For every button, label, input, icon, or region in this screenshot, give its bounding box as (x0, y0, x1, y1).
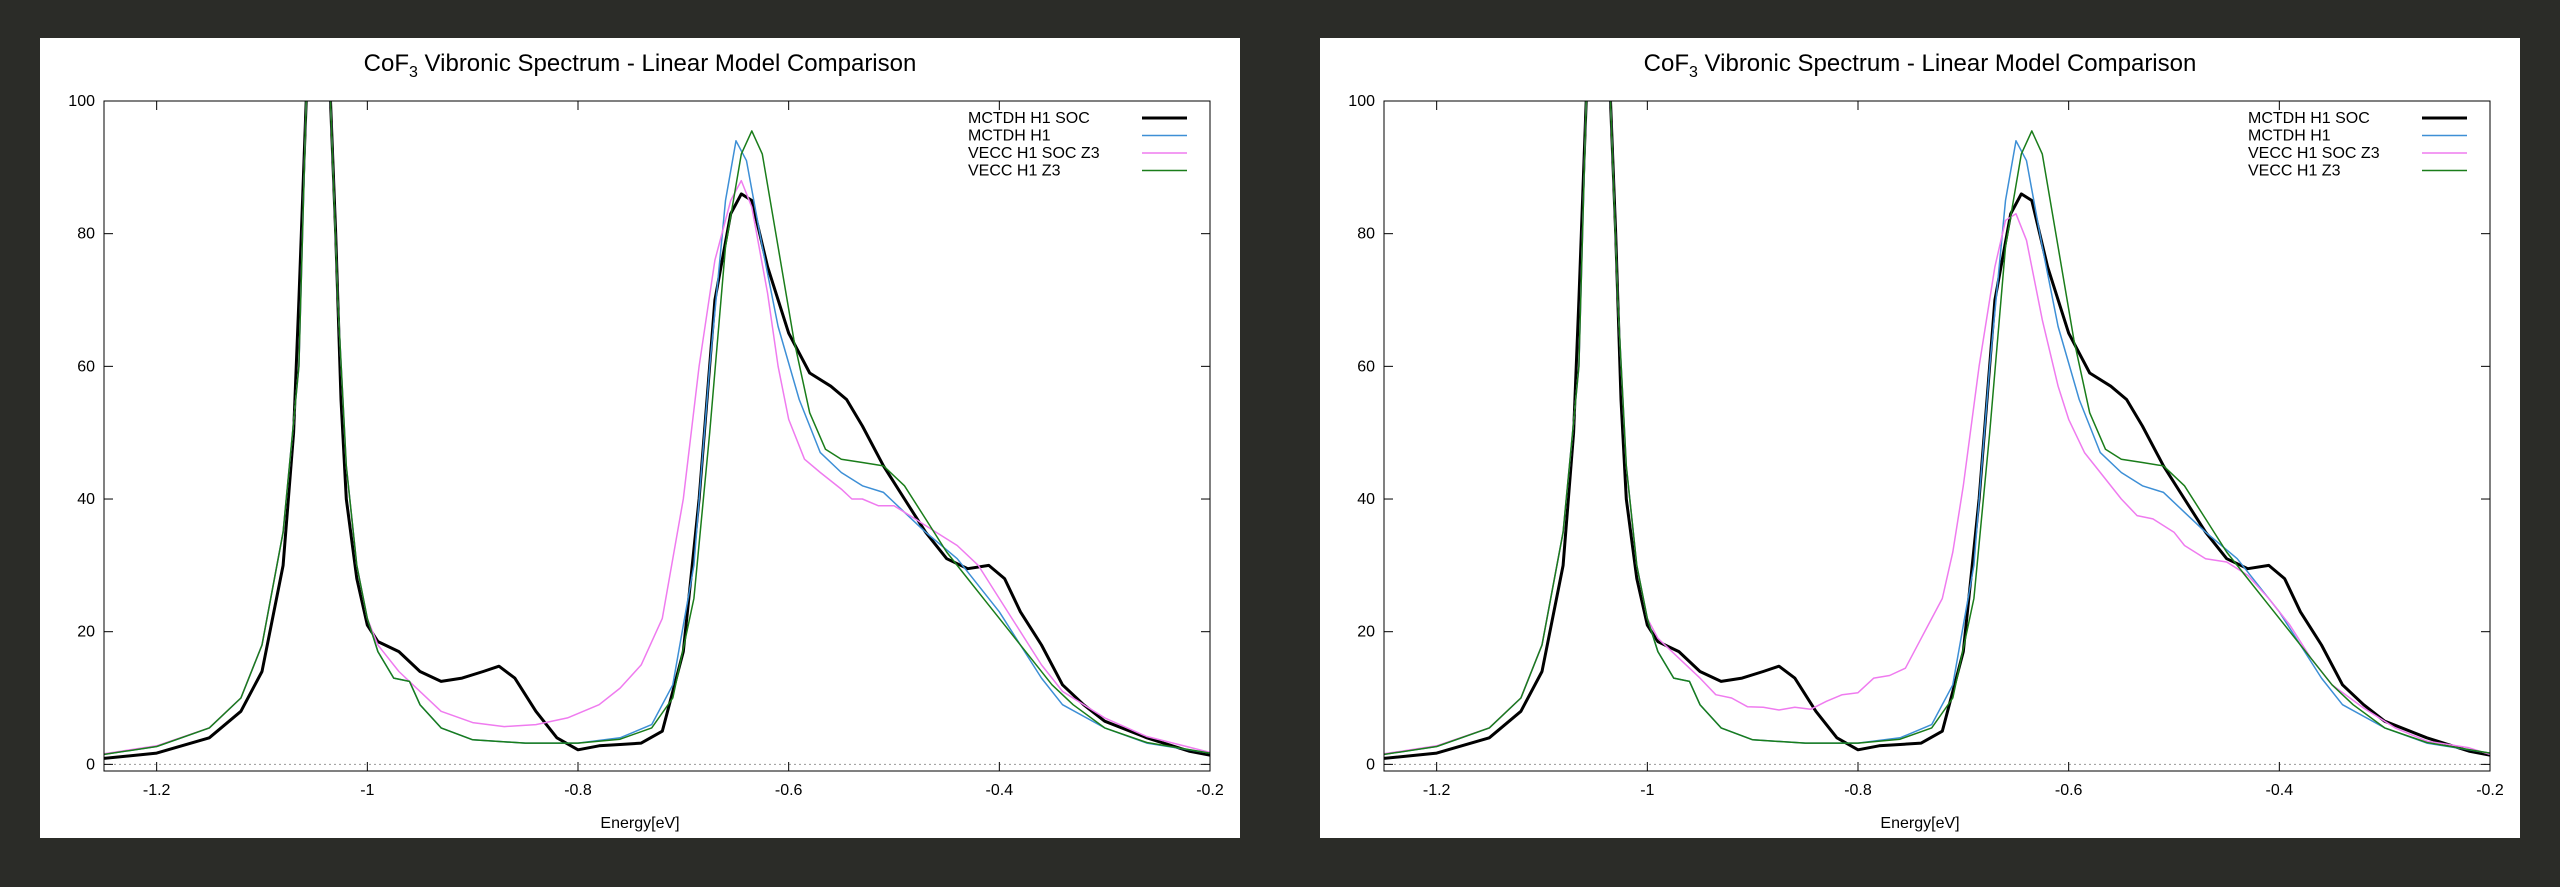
plot-border (1383, 100, 2491, 772)
plot-area: -1.2 -1 -0.8 -0.6 -0.4 -0.2 0 20 40 60 80 100 MCTDH … (68, 93, 1224, 799)
y-tick-label: 0 (1366, 756, 1375, 773)
x-tick-label: -0.4 (986, 782, 1014, 799)
x-tick-label: -1.2 (1423, 782, 1451, 799)
x-tick-label: -1 (1640, 782, 1654, 799)
legend-label: MCTDH H1 SOC (968, 110, 1090, 127)
y-tick-label: 20 (1357, 624, 1375, 641)
series-line-1 (104, 101, 1210, 760)
plot-border (103, 100, 1211, 772)
y-tick-label: 80 (77, 226, 95, 243)
series-line-1 (1384, 101, 2490, 760)
series-line-2 (104, 101, 1210, 756)
chart-panel-right: CoF3 Vibronic Spectrum - Linear Model Co… (1320, 38, 2520, 838)
y-tick-label: 40 (1357, 491, 1375, 508)
y-tick-label: 0 (86, 756, 95, 773)
y-tick-label: 100 (1348, 93, 1375, 110)
y-tick-label: 60 (1357, 358, 1375, 375)
x-tick-label: -0.8 (1844, 782, 1872, 799)
legend-label: MCTDH H1 SOC (2248, 110, 2370, 127)
x-axis-label: Energy[eV] (600, 815, 680, 832)
legend-label: MCTDH H1 (968, 128, 1051, 145)
x-tick-label: -0.2 (1196, 782, 1224, 799)
y-tick-label: 40 (77, 491, 95, 508)
legend-label: MCTDH H1 (2248, 128, 2331, 145)
x-tick-label: -0.2 (2476, 782, 2504, 799)
x-tick-label: -1 (360, 782, 374, 799)
chart-title: CoF3 Vibronic Spectrum - Linear Model Co… (1643, 50, 2197, 81)
plot-area: -1.2 -1 -0.8 -0.6 -0.4 -0.2 0 20 40 60 80 100 MCTDH … (1348, 93, 2504, 799)
y-tick-label: 80 (1357, 226, 1375, 243)
x-tick-label: -0.6 (2055, 782, 2083, 799)
legend-label: VECC H1 Z3 (968, 163, 1061, 180)
legend-label: VECC H1 SOC Z3 (2248, 145, 2380, 162)
x-tick-label: -1.2 (143, 782, 171, 799)
series-line-4 (1384, 101, 2490, 756)
series-line-3 (104, 101, 1210, 755)
x-tick-label: -0.4 (2266, 782, 2294, 799)
x-axis-label: Energy[eV] (1880, 815, 1960, 832)
x-tick-label: -0.8 (564, 782, 592, 799)
y-tick-label: 20 (77, 624, 95, 641)
legend-label: VECC H1 Z3 (2248, 163, 2341, 180)
series-line-2 (1384, 101, 2490, 756)
series-line-4 (104, 101, 1210, 756)
legend-label: VECC H1 SOC Z3 (968, 145, 1100, 162)
y-tick-label: 60 (77, 358, 95, 375)
y-tick-label: 100 (68, 93, 95, 110)
x-tick-label: -0.6 (775, 782, 803, 799)
chart-panel-left: CoF3 Vibronic Spectrum - Linear Model Co… (40, 38, 1240, 838)
chart-title: CoF3 Vibronic Spectrum - Linear Model Co… (363, 50, 917, 81)
